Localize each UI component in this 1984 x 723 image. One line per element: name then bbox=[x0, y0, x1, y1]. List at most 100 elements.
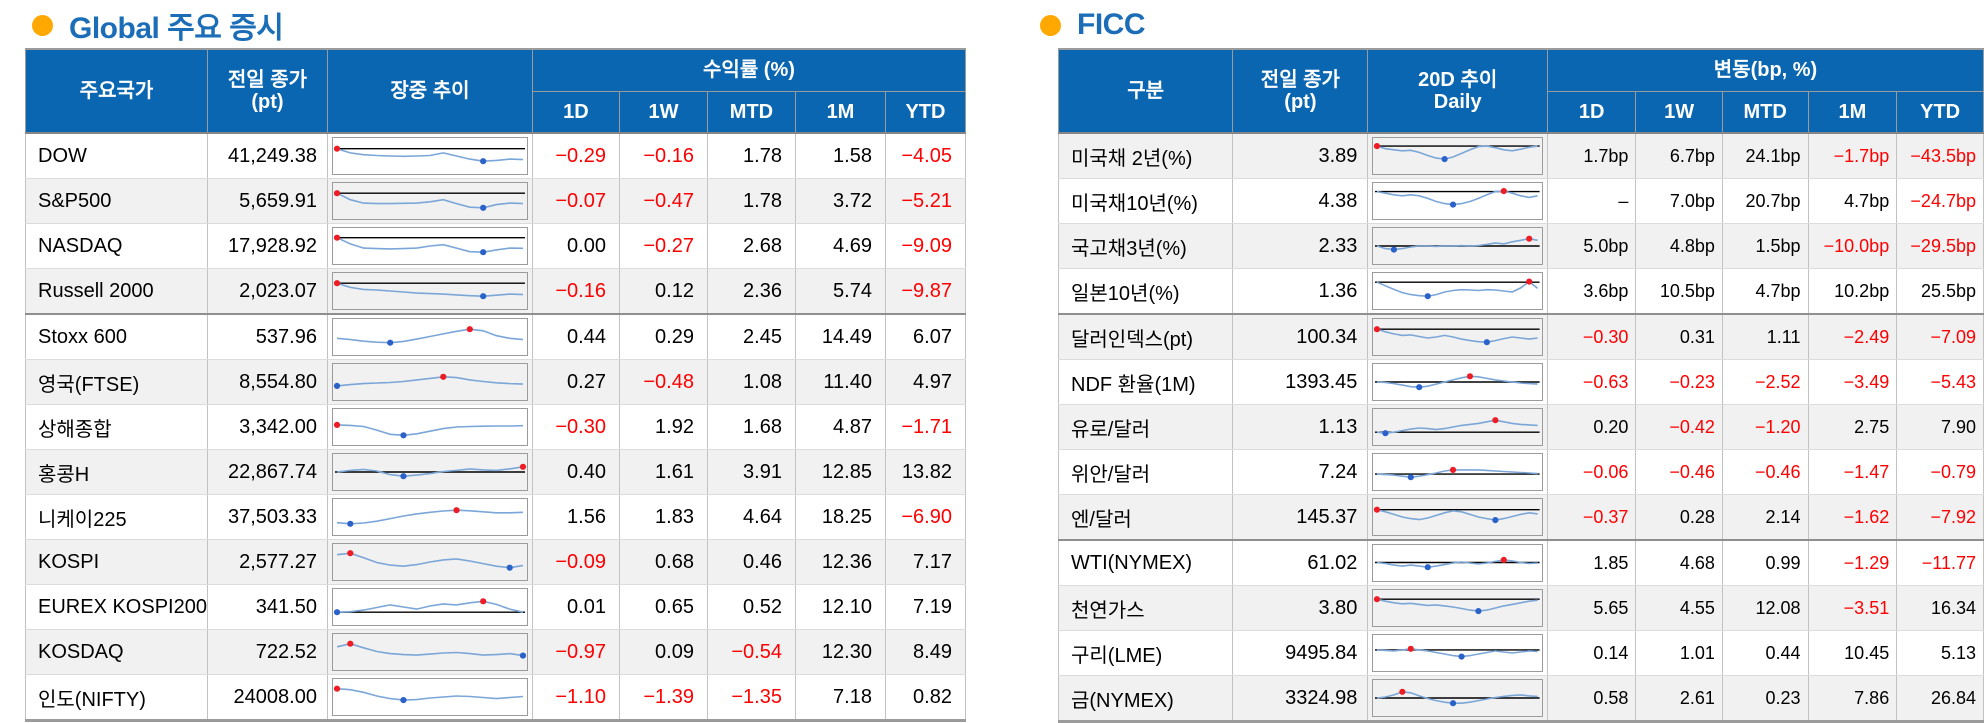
trend-cell bbox=[326, 223, 533, 269]
change-cell-1d: −0.09 bbox=[531, 539, 620, 585]
change-cell-ytd: 25.5bp bbox=[1896, 268, 1984, 315]
name-cell: 달러인덱스(pt) bbox=[1057, 314, 1234, 360]
max-dot bbox=[519, 463, 527, 470]
trend-cell bbox=[1367, 359, 1548, 405]
trend-cell bbox=[326, 314, 533, 360]
sparkline-chart bbox=[1375, 645, 1541, 660]
sparkline bbox=[331, 588, 528, 626]
trend-cell bbox=[326, 539, 533, 585]
change-cell-1d: 0.20 bbox=[1546, 404, 1637, 450]
name-cell: NASDAQ bbox=[25, 223, 208, 269]
change-cell-1d: 0.27 bbox=[531, 359, 620, 405]
global-equities-section: Global 주요 증시 주요국가 전일 종가 (pt) 장중 추이 수익률 (%… bbox=[25, 8, 966, 722]
max-dot bbox=[1501, 188, 1508, 195]
col-header-close: 전일 종가 (pt) bbox=[1232, 48, 1369, 134]
sparkline bbox=[331, 227, 528, 265]
change-cell-1w: 0.29 bbox=[618, 314, 708, 360]
sparkline bbox=[331, 182, 528, 220]
change-cell-1m: 7.18 bbox=[794, 674, 886, 721]
sparkline-chart bbox=[1375, 417, 1541, 437]
max-dot bbox=[1399, 688, 1406, 695]
col-header-close: 전일 종가 (pt) bbox=[206, 48, 328, 134]
sparkline-chart bbox=[333, 421, 523, 439]
name-cell: 위안/달러 bbox=[1057, 449, 1234, 495]
close-cell: 41,249.38 bbox=[206, 133, 328, 179]
col-header-trend: 장중 추이 bbox=[326, 48, 533, 134]
min-dot bbox=[1441, 156, 1449, 163]
section-title-ficc: FICC bbox=[1077, 8, 1146, 41]
name-cell: KOSDAQ bbox=[25, 629, 208, 675]
change-cell-mtd: 24.1bp bbox=[1721, 133, 1809, 179]
change-cell-1w: 1.61 bbox=[618, 449, 708, 495]
change-cell-1d: 0.01 bbox=[531, 584, 620, 630]
change-cell-mtd: 0.44 bbox=[1721, 630, 1809, 676]
change-cell-1d: 0.40 bbox=[531, 449, 620, 495]
sparkline-chart bbox=[1375, 466, 1541, 481]
change-cell-mtd: 1.5bp bbox=[1721, 223, 1809, 269]
name-cell: 미국채 2년(%) bbox=[1057, 133, 1234, 179]
change-cell-ytd: −5.43 bbox=[1896, 359, 1984, 405]
col-header-group: 수익률 (%) bbox=[531, 48, 966, 92]
trend-cell bbox=[1367, 585, 1548, 631]
change-cell-ytd: 5.13 bbox=[1896, 630, 1984, 676]
change-cell-mtd: 0.46 bbox=[706, 539, 796, 585]
name-cell: S&P500 bbox=[25, 178, 208, 224]
sparkline bbox=[331, 272, 528, 310]
change-cell-mtd: 4.64 bbox=[706, 494, 796, 540]
name-cell: 국고채3년(%) bbox=[1057, 223, 1234, 269]
change-cell-ytd: −24.7bp bbox=[1896, 178, 1984, 224]
close-cell: 722.52 bbox=[206, 629, 328, 675]
min-dot bbox=[347, 520, 354, 527]
sparkline bbox=[1372, 272, 1543, 310]
change-cell-ytd: −43.5bp bbox=[1896, 133, 1984, 179]
max-dot bbox=[347, 550, 354, 557]
change-cell-mtd: −2.52 bbox=[1721, 359, 1809, 405]
table-row: 위안/달러 7.24 −0.06 −0.46 −0.46 −1.47 −0.79 bbox=[1057, 449, 1984, 495]
min-dot bbox=[1425, 293, 1432, 300]
close-cell: 9495.84 bbox=[1232, 630, 1369, 676]
change-cell-1d: −0.30 bbox=[531, 404, 620, 450]
trend-cell bbox=[326, 404, 533, 450]
change-cell-1w: 4.8bp bbox=[1635, 223, 1723, 269]
change-cell-1d: 3.6bp bbox=[1546, 268, 1637, 315]
change-cell-mtd: −1.35 bbox=[706, 674, 796, 721]
change-cell-1w: 0.12 bbox=[618, 268, 708, 315]
change-cell-ytd: 13.82 bbox=[884, 449, 966, 495]
change-cell-1m: −1.29 bbox=[1807, 540, 1898, 586]
max-dot bbox=[1374, 143, 1381, 150]
sparkline bbox=[1372, 408, 1543, 446]
table-row: DOW 41,249.38 −0.29 −0.16 1.78 1.58 −4.05 bbox=[25, 133, 966, 179]
name-cell: 엔/달러 bbox=[1057, 494, 1234, 541]
sparkline bbox=[331, 678, 528, 716]
col-header-ytd: YTD bbox=[884, 90, 966, 134]
sparkline-chart bbox=[333, 373, 523, 389]
sparkline-chart bbox=[1375, 278, 1541, 300]
sparkline-chart bbox=[334, 463, 527, 480]
sparkline bbox=[1372, 498, 1543, 536]
close-cell: 1393.45 bbox=[1232, 359, 1369, 405]
change-cell-1w: −1.39 bbox=[618, 674, 708, 721]
change-cell-ytd: 8.49 bbox=[884, 629, 966, 675]
max-dot bbox=[1408, 645, 1415, 652]
min-dot bbox=[333, 609, 341, 616]
table-row: Russell 2000 2,023.07 −0.16 0.12 2.36 5.74−… bbox=[25, 268, 966, 315]
change-cell-1m: 4.7bp bbox=[1807, 178, 1898, 224]
name-cell: Russell 2000 bbox=[25, 268, 208, 315]
sparkline-chart bbox=[1375, 688, 1541, 707]
table-row: 인도(NIFTY) 24008.00 −1.10 −1.39 −1.35 7.18 0.… bbox=[25, 674, 966, 721]
change-cell-1m: −1.7bp bbox=[1807, 133, 1898, 179]
min-dot bbox=[1391, 246, 1398, 253]
close-cell: 3324.98 bbox=[1232, 675, 1369, 722]
sparkline-chart bbox=[1375, 556, 1541, 571]
sparkline bbox=[331, 408, 528, 446]
min-dot bbox=[1450, 700, 1457, 707]
change-cell-1m: 7.86 bbox=[1807, 675, 1898, 722]
change-cell-1m: 3.72 bbox=[794, 178, 886, 224]
sparkline-chart bbox=[333, 145, 525, 165]
min-dot bbox=[1450, 201, 1457, 208]
close-cell: 1.13 bbox=[1232, 404, 1369, 450]
change-cell-ytd: 6.07 bbox=[884, 314, 966, 360]
trend-cell bbox=[326, 178, 533, 224]
change-cell-1w: 0.31 bbox=[1635, 314, 1723, 360]
max-dot bbox=[1450, 466, 1457, 473]
